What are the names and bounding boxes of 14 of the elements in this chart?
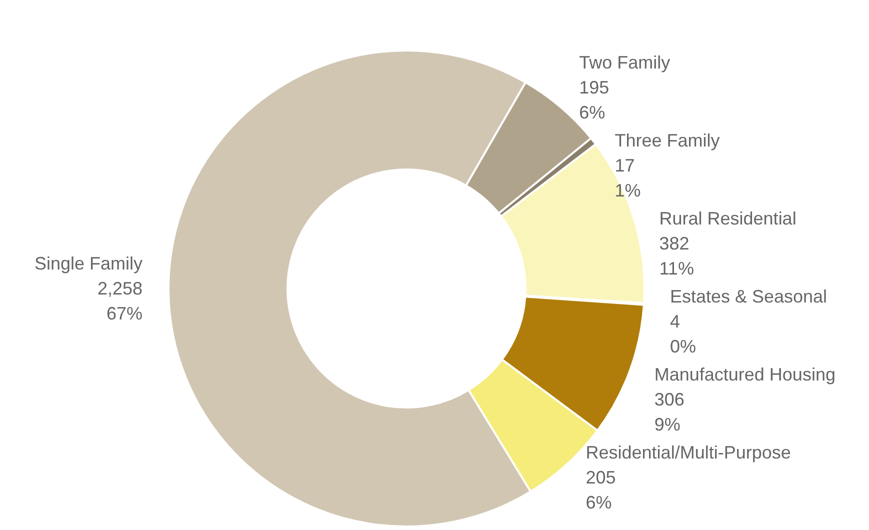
data-label: 205 6% [586, 468, 616, 513]
slice-label: Rural Residential [659, 208, 796, 229]
data-label: 17 1% [614, 156, 641, 201]
slice-label: Two Family [579, 52, 670, 73]
slice-label: Single Family [34, 254, 143, 274]
data-label: 4 0% [670, 312, 696, 357]
data-label: 2,258 67% [97, 278, 143, 324]
slice-label: Manufactured Housing [654, 364, 836, 385]
slice-label: Estates & Seasonal [670, 286, 828, 307]
slice-label: Three Family [614, 130, 720, 151]
data-label: 195 6% [579, 78, 610, 123]
slice-label: Residential/Multi-Purpose [586, 442, 791, 463]
data-label: 382 11% [659, 234, 694, 279]
data-label: 306 9% [654, 390, 684, 435]
